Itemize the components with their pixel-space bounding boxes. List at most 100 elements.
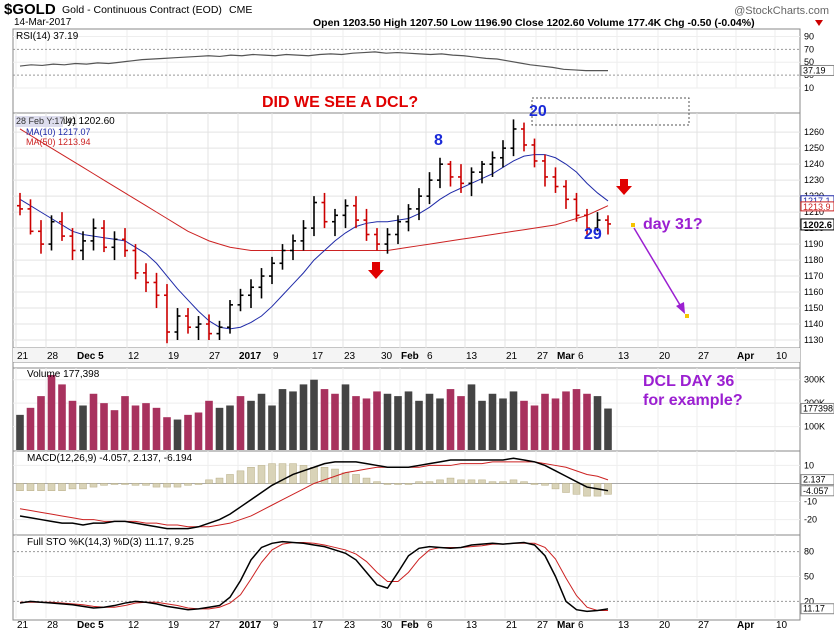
volume-bar <box>331 393 339 450</box>
ohlc-bar <box>510 119 517 157</box>
volume-bar <box>110 410 119 450</box>
projection-arrow-icon <box>676 302 685 314</box>
macd-histogram-bar <box>383 483 392 485</box>
ohlc-bar <box>48 215 55 251</box>
x-tick-label-bottom: 20 <box>659 620 671 631</box>
macd-histogram-bar <box>425 481 434 484</box>
volume-bar <box>604 408 612 450</box>
ohlc-bar <box>521 122 527 152</box>
x-tick-label: 13 <box>466 351 478 362</box>
ohlc-bar <box>237 288 244 312</box>
last-price-box <box>800 218 834 231</box>
ohlc-bar <box>500 140 506 168</box>
volume-bar <box>415 400 423 450</box>
macd-histogram-bar <box>236 470 245 484</box>
cycle-count-20: 20 <box>529 103 547 120</box>
sto-value-label: 11.17 <box>803 604 825 614</box>
ohlc-bar <box>563 180 569 209</box>
ohlc-bar <box>405 204 412 232</box>
macd-histogram-bar <box>299 465 308 484</box>
volume-bar <box>278 389 287 450</box>
x-tick-label: 17 <box>312 351 324 362</box>
rsi-tick-label: 90 <box>804 31 814 41</box>
x-tick-label-bottom: 13 <box>466 620 478 631</box>
volume-bar <box>467 384 476 450</box>
ohlc-bar <box>300 220 307 251</box>
last-price-label: 1202.6 <box>803 220 832 231</box>
x-tick-label: Feb <box>401 351 419 362</box>
x-tick-label-bottom: 6 <box>578 620 584 631</box>
volume-bar <box>530 405 539 450</box>
macd-histogram-bar <box>373 481 381 484</box>
x-tick-label-bottom: 23 <box>344 620 356 631</box>
x-tick-label: 10 <box>776 351 788 362</box>
macd-histogram-bar <box>68 483 77 490</box>
macd-histogram-bar <box>320 466 329 484</box>
projection-start-marker <box>631 223 635 227</box>
up-arrow-icon <box>368 262 384 279</box>
price-tooltip: 28 Feb Y:17.41 <box>16 116 77 126</box>
macd-histogram-bar <box>551 483 560 490</box>
dcl36-annotation-line2: for example? <box>643 392 743 409</box>
macd-histogram-bar <box>404 483 413 485</box>
volume-bar <box>26 407 35 450</box>
ohlc-bar <box>542 154 548 187</box>
macd-histogram-bar <box>310 466 318 484</box>
rsi-tick-label: 50 <box>804 57 814 67</box>
ohlc-bar <box>153 272 160 309</box>
price-tick-label: 1230 <box>804 175 824 185</box>
ohlc-bar <box>17 192 23 216</box>
volume-value-box <box>800 402 834 414</box>
ohlc-bar <box>332 208 338 237</box>
macd-histogram-bar <box>572 483 581 495</box>
ma50-legend: MA(50) 1213.94 <box>26 137 91 147</box>
volume-bar <box>425 393 434 450</box>
x-tick-label: 20 <box>659 351 671 362</box>
x-tick-label: 6 <box>427 351 433 362</box>
volume-bar <box>194 412 203 450</box>
x-tick-label-bottom: 27 <box>537 620 549 631</box>
ohlc-bar <box>584 208 590 235</box>
volume-bar <box>163 417 171 450</box>
rsi-panel <box>13 35 800 89</box>
macd-histogram-bar <box>79 483 87 490</box>
macd-histogram-bar <box>173 483 182 488</box>
macd-histogram-bar <box>467 479 476 484</box>
x-tick-label: 27 <box>698 351 710 362</box>
volume-bar <box>47 375 56 450</box>
volume-bar <box>131 405 140 450</box>
price-tick-label: 1260 <box>804 127 824 137</box>
ohlc-bar <box>132 244 139 280</box>
x-tick-label-bottom: 10 <box>776 620 788 631</box>
macd-histogram-bar <box>89 483 98 488</box>
price-tick-label: 1180 <box>804 255 823 265</box>
macd-value-box <box>800 485 834 497</box>
volume-bar <box>289 391 297 450</box>
macd-histogram-bar <box>100 483 108 486</box>
stockcharts-watermark: @StockCharts.com <box>734 5 829 17</box>
ohlc-bar <box>479 160 485 184</box>
x-tick-label-bottom: 19 <box>168 620 180 631</box>
ohlc-bar <box>174 308 181 341</box>
sto-tick-label: 20 <box>804 596 814 606</box>
ohlc-bar <box>458 164 464 193</box>
x-tick-label: Mar <box>557 351 575 362</box>
ohlc-bar <box>311 196 317 237</box>
macd-histogram-bar <box>499 481 507 484</box>
price-tick-label: 1250 <box>804 143 824 153</box>
volume-bar <box>551 398 560 450</box>
ma10-legend: MA(10) 1217.07 <box>26 127 91 137</box>
x-tick-label: 28 <box>47 351 59 362</box>
x-tick-label: 21 <box>506 351 518 362</box>
ohlc-bar <box>437 157 443 189</box>
x-tick-label: 12 <box>128 351 140 362</box>
volume-bar <box>226 405 234 450</box>
macd-histogram-bar <box>362 477 371 484</box>
price-tick-label: 1170 <box>804 271 823 281</box>
volume-value-label: 177398 <box>803 403 833 413</box>
volume-bar <box>152 407 161 450</box>
macd-histogram-bar <box>26 483 35 491</box>
ohlc-bar <box>122 228 128 257</box>
sto-tick-label: 50 <box>804 572 814 582</box>
macd-histogram-bar <box>110 483 119 485</box>
